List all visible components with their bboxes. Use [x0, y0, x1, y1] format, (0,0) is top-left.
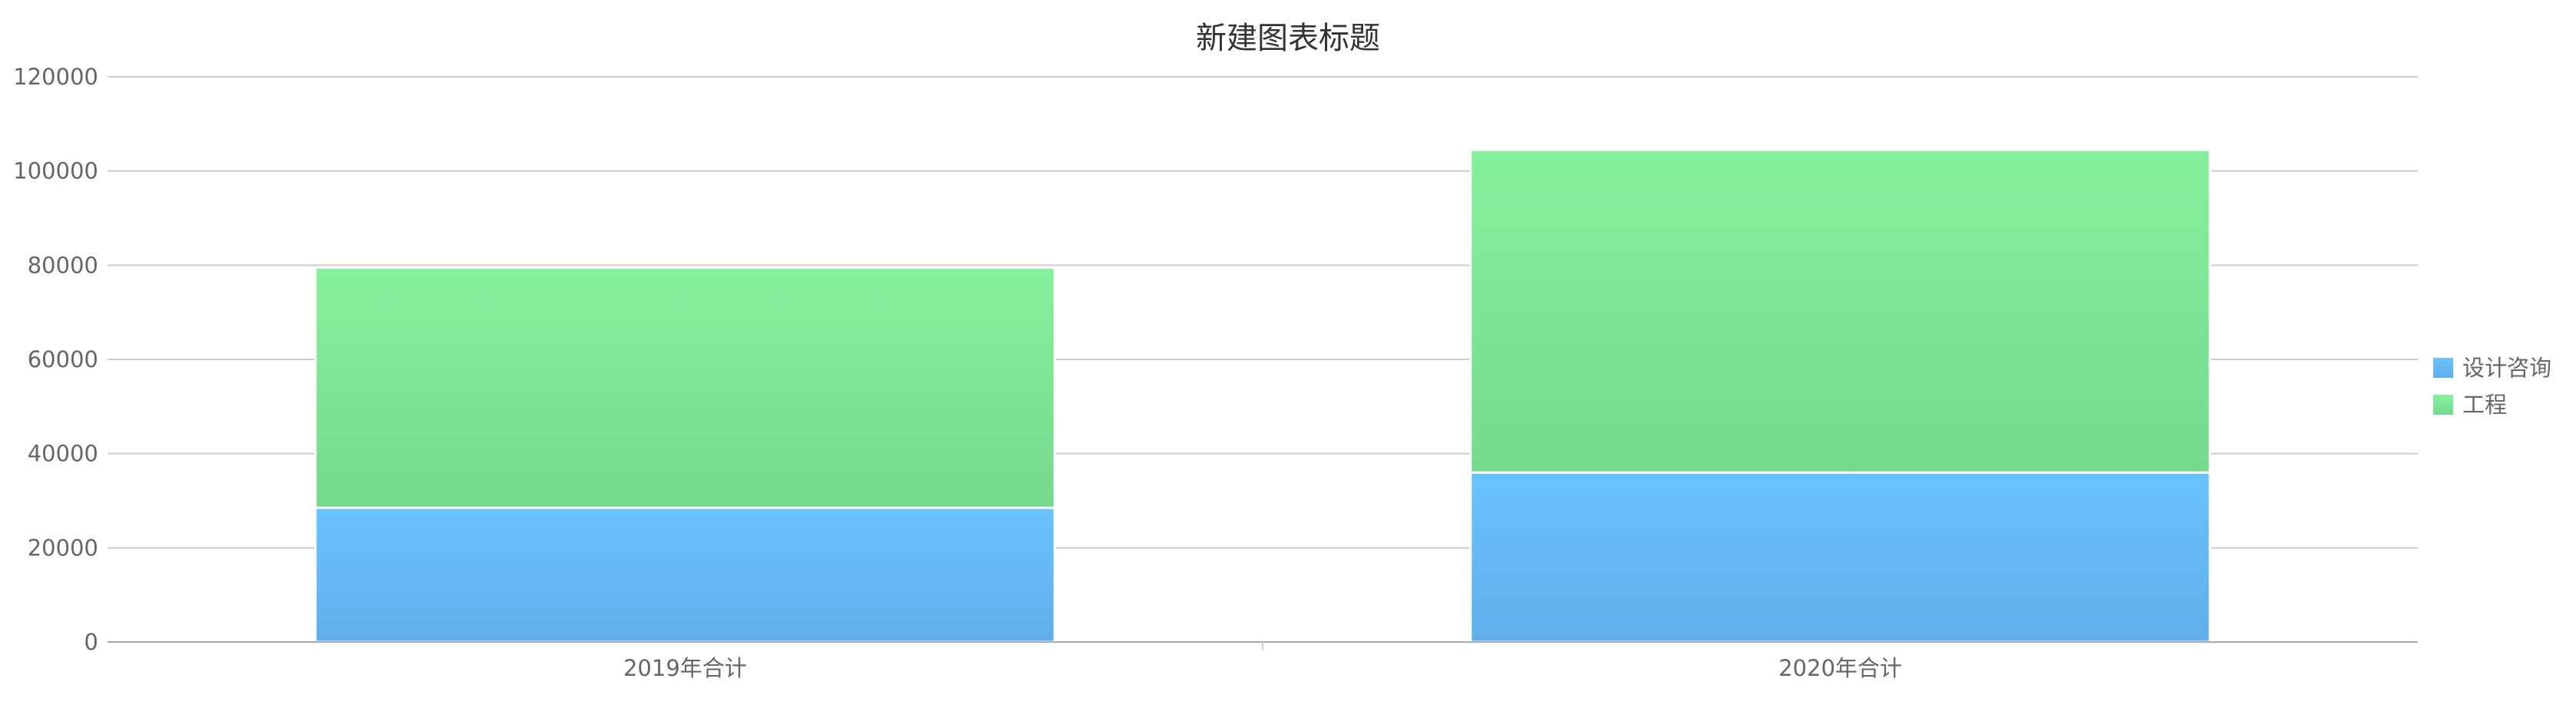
bar-engineering-0: [314, 266, 1056, 509]
bar-design-1: [1469, 471, 2211, 644]
y-tick-label: 100000: [13, 158, 98, 184]
y-tick-label: 40000: [28, 441, 98, 467]
y-tick-label: 0: [84, 629, 98, 655]
x-tick-label: 2020年合计: [1778, 655, 1902, 681]
y-axis: 0 20000 40000 60000 80000 100000 120000: [13, 64, 98, 655]
x-tick-label: 2019年合计: [623, 655, 747, 681]
bars: [314, 148, 2211, 644]
y-tick-label: 60000: [28, 346, 98, 372]
legend-swatch[interactable]: [2433, 358, 2453, 378]
y-tick-label: 20000: [28, 535, 98, 561]
chart-title: 新建图表标题: [1196, 21, 1380, 56]
legend-label[interactable]: 工程: [2462, 392, 2507, 418]
y-tick-label: 120000: [13, 64, 98, 90]
x-axis: 2019年合计 2020年合计: [107, 641, 2418, 681]
bar-design-0: [314, 506, 1056, 644]
legend-swatch[interactable]: [2433, 395, 2453, 415]
bar-engineering-1: [1469, 148, 2211, 474]
legend-label[interactable]: 设计咨询: [2462, 355, 2551, 381]
y-tick-label: 80000: [28, 252, 98, 278]
